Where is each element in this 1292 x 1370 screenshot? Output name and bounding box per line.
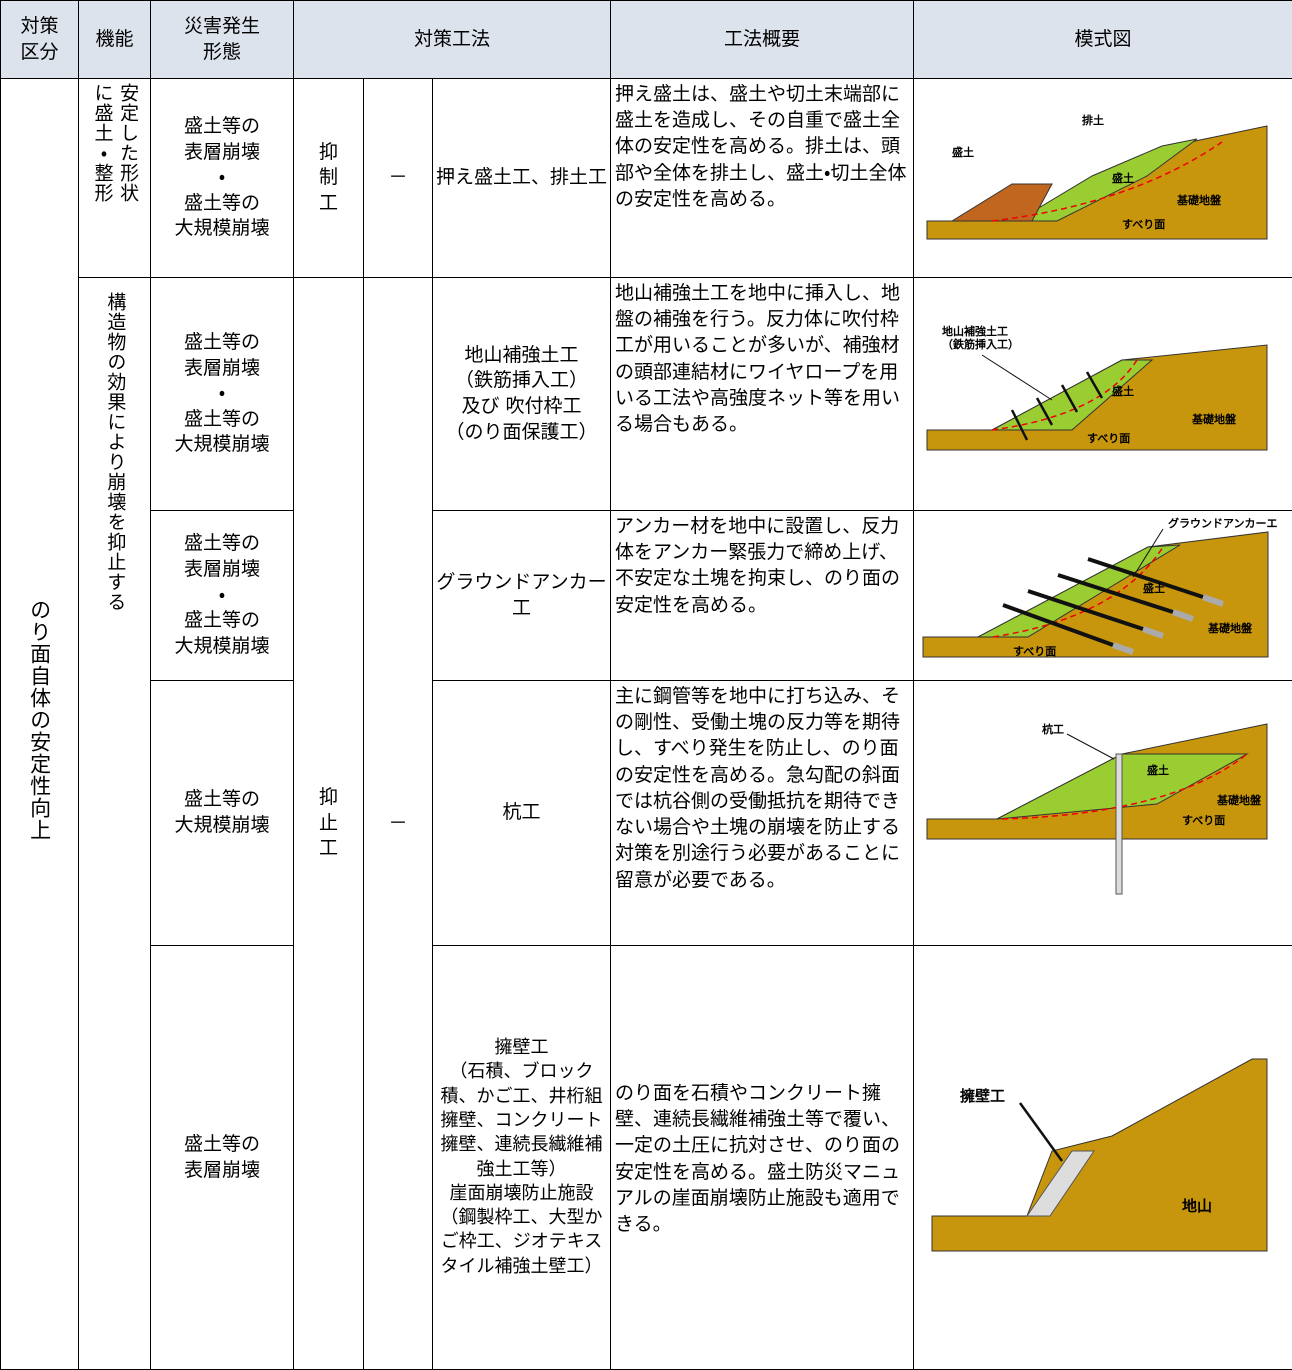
diagram-label: 基礎地盤 (1176, 193, 1222, 207)
diagram: 地山補強土工 （鉄筋挿入工） 盛土 基礎地盤 すべり面 (922, 320, 1284, 460)
diagram-label: 地山 (1182, 1197, 1212, 1215)
table-cell: 排土 盛土 盛土 基礎地盤 すべり面 (914, 79, 1292, 278)
table-row: のり面自体の安定性向上 安定した形状 に盛土・整形 盛土等の 表層崩壊 ・ 盛土… (1, 79, 1292, 278)
summary: のり面を石積やコンクリート擁壁、連続長繊維補強土等で覆い、一定の土圧に抗対させ、… (611, 946, 914, 1370)
diagram-label: 盛土 (952, 145, 974, 159)
diagram-label: 盛土 (1112, 171, 1134, 185)
header-cell: 工法概要 (611, 1, 914, 79)
category: のり面自体の安定性向上 (25, 599, 53, 841)
diagram-label: 排土 (1082, 113, 1104, 127)
diagram-label: 基礎地盤 (1191, 412, 1237, 426)
method: 擁壁工 （石積、ブロック積、かご工、井桁組擁壁、コンクリート擁壁、連続長繊維補強… (433, 946, 611, 1370)
summary: 主に鋼管等を地中に打ち込み、その剛性、受働土塊の反力等を期待し、すべり発生を防止… (611, 681, 914, 946)
diagram-label: すべり面 (1087, 432, 1130, 445)
header-cell: 災害発生 形態 (151, 1, 294, 79)
diagram-label: 盛土 (1147, 763, 1169, 777)
disaster: 盛土等の 表層崩壊 ・ 盛土等の 大規模崩壊 (151, 278, 294, 511)
table-cell: 杭工 盛土 基礎地盤 すべり面 (914, 681, 1292, 946)
table-cell: グラウンドアンカーエ 盛土 基礎地盤 すべり面 (914, 511, 1292, 681)
table-row: 対策 区分 機能 災害発生 形態 対策工法 工法概要 模式図 (1, 1, 1292, 79)
function: 安定した形状 に盛土・整形 (89, 83, 140, 203)
diagram: 杭工 盛土 基礎地盤 すべり面 (922, 719, 1284, 899)
diagram-label: 杭工 (1042, 722, 1064, 736)
dash: － (364, 79, 433, 278)
dash: － (364, 278, 433, 1370)
diagram-label: 基礎地盤 (1216, 793, 1262, 807)
diagram: 擁壁工 地山 (922, 1051, 1284, 1256)
table-row: 盛土等の 表層崩壊 ・ 盛土等の 大規模崩壊 グラウンドアンカー工 アンカー材を… (1, 511, 1292, 681)
category-cell: のり面自体の安定性向上 (1, 79, 79, 1370)
table-cell: 擁壁工 地山 (914, 946, 1292, 1370)
method: 杭工 (433, 681, 611, 946)
diagram-label: 盛土 (1143, 581, 1165, 595)
table-cell: 構造物の効果により崩壊を抑止する (79, 278, 151, 1370)
table-row: 盛土等の 大規模崩壊 杭工 主に鋼管等を地中に打ち込み、その剛性、受働土塊の反力… (1, 681, 1292, 946)
diagram-label: （鉄筋挿入工） (942, 337, 1019, 351)
table-row: 構造物の効果により崩壊を抑止する 盛土等の 表層崩壊 ・ 盛土等の 大規模崩壊 … (1, 278, 1292, 511)
diagram-label: 地山補強土工 (942, 324, 1008, 338)
diagram: グラウンドアンカーエ 盛土 基礎地盤 すべり面 (918, 517, 1288, 667)
function: 構造物の効果により崩壊を抑止する (102, 292, 128, 612)
disaster: 盛土等の 表層崩壊 (151, 946, 294, 1370)
summary: 地山補強土工を地中に挿入し、地盤の補強を行う。反力体に吹付枠工が用いることが多い… (611, 278, 914, 511)
diagram-label: 擁壁工 (960, 1087, 1005, 1105)
disaster: 盛土等の 大規模崩壊 (151, 681, 294, 946)
header-cell: 対策 区分 (1, 1, 79, 79)
diagram-label: 基礎地盤 (1207, 621, 1253, 635)
summary: アンカー材を地中に設置し、反力体をアンカー緊張力で締め上げ、不安定な土塊を拘束し… (611, 511, 914, 681)
disaster: 盛土等の 表層崩壊 ・ 盛土等の 大規模崩壊 (151, 511, 294, 681)
table-cell: 安定した形状 に盛土・整形 (79, 79, 151, 278)
method: 押え盛土工、排土工 (433, 79, 611, 278)
type: 抑 制 工 (294, 79, 364, 278)
header-cell: 模式図 (914, 1, 1292, 79)
diagram-label: 盛土 (1112, 384, 1134, 398)
disaster: 盛土等の 表層崩壊 ・ 盛土等の 大規模崩壊 (151, 79, 294, 278)
diagram-label: すべり面 (1182, 814, 1225, 827)
method: 地山補強土工 （鉄筋挿入工） 及び 吹付枠工 （のり面保護工） (433, 278, 611, 511)
method: グラウンドアンカー工 (433, 511, 611, 681)
diagram: 排土 盛土 盛土 基礎地盤 すべり面 (922, 104, 1284, 244)
diagram-label: すべり面 (1122, 218, 1165, 231)
header-cell: 機能 (79, 1, 151, 79)
header-cell: 対策工法 (294, 1, 611, 79)
summary: 押え盛土は、盛土や切土末端部に盛土を造成し、その自重で盛土全体の安定性を高める。… (611, 79, 914, 278)
table-cell: 地山補強土工 （鉄筋挿入工） 盛土 基礎地盤 すべり面 (914, 278, 1292, 511)
table-row: 盛土等の 表層崩壊 擁壁工 （石積、ブロック積、かご工、井桁組擁壁、コンクリート… (1, 946, 1292, 1370)
type: 抑 止 工 (294, 278, 364, 1370)
diagram-label: すべり面 (1013, 645, 1056, 658)
diagram-label: グラウンドアンカーエ (1168, 517, 1278, 530)
